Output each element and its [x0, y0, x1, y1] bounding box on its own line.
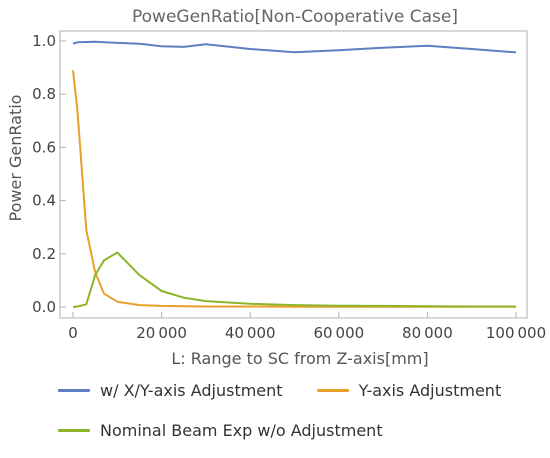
y-tick-label: 0.6 — [32, 138, 56, 156]
legend-swatch-y-adjustment — [316, 388, 349, 392]
series-line-nominal-beam — [72, 251, 516, 308]
y-tick-label: 0.2 — [32, 245, 56, 263]
legend-row-2: Nominal Beam Exp w/o Adjustment — [58, 418, 538, 442]
x-tick-label: 100 000 — [486, 324, 546, 342]
legend-label-y-adjustment: Y-axis Adjustment — [358, 380, 502, 400]
legend-row-1: w/ X/Y-axis Adjustment Y-axis Adjustment — [58, 378, 538, 402]
y-tick-label: 0.0 — [32, 298, 56, 316]
legend-item-xy-adjustment: w/ X/Y-axis Adjustment — [58, 381, 283, 400]
legend-item-y-adjustment: Y-axis Adjustment — [316, 380, 502, 400]
legend-swatch-xy-adjustment — [58, 388, 90, 392]
y-tick-label: 0.4 — [32, 192, 56, 210]
legend: w/ X/Y-axis Adjustment Y-axis Adjustment… — [58, 378, 538, 458]
x-axis-ticks: 0 20 000 40 000 60 000 80 000 100 000 — [68, 312, 546, 342]
legend-swatch-nominal-beam — [58, 428, 90, 432]
y-axis-title: Power GenRatio — [6, 95, 25, 222]
series-lines — [72, 40, 517, 308]
x-tick-label: 80 000 — [402, 324, 453, 342]
plot-frame — [59, 30, 528, 319]
x-tick-label: 20 000 — [136, 324, 187, 342]
x-tick-label: 60 000 — [313, 324, 364, 342]
series-line-y-adjustment — [72, 70, 516, 308]
chart-title: PoweGenRatio[Non-Cooperative Case] — [132, 7, 458, 27]
y-tick-label: 1.0 — [32, 32, 56, 50]
x-tick-label: 0 — [68, 324, 78, 342]
x-tick-label: 40 000 — [225, 324, 276, 342]
line-chart: PoweGenRatio[Non-Cooperative Case] 0.00.… — [6, 7, 546, 368]
legend-label-nominal-beam: Nominal Beam Exp w/o Adjustment — [100, 420, 383, 440]
legend-label-xy-adjustment: w/ X/Y-axis Adjustment — [100, 380, 283, 400]
y-axis-ticks: 0.0 0.2 0.4 0.6 0.8 1.0 — [32, 32, 66, 316]
legend-item-nominal-beam: Nominal Beam Exp w/o Adjustment — [58, 421, 383, 440]
y-tick-label: 0.8 — [32, 85, 56, 103]
x-axis-title: L: Range to SC from Z-axis[mm] — [171, 349, 428, 368]
series-line-xy-adjustment — [72, 40, 517, 54]
